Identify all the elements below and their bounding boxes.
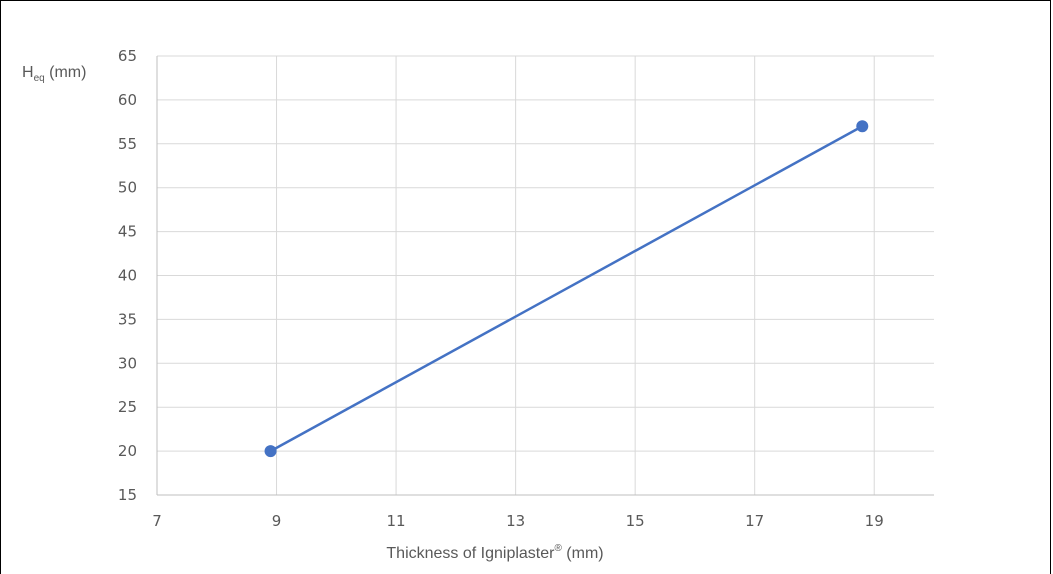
- x-tick-label: 9: [272, 512, 282, 530]
- x-tick-label: 11: [387, 512, 406, 530]
- x-tick-label: 7: [152, 512, 162, 530]
- x-tick-label: 15: [626, 512, 645, 530]
- y-axis-title: Heq (mm): [22, 64, 86, 84]
- y-tick-label: 35: [118, 310, 137, 328]
- y-tick-label: 40: [118, 267, 137, 285]
- axes: [156, 56, 934, 496]
- y-tick-label: 20: [118, 442, 137, 460]
- y-tick-label: 65: [118, 47, 137, 65]
- y-tick-label: 55: [118, 135, 137, 153]
- data-point: [856, 120, 869, 133]
- y-tick-labels: 15 20 25 30 35 40 45 50 55 60 65: [118, 47, 137, 504]
- x-tick-label: 19: [865, 512, 884, 530]
- data-point: [264, 445, 277, 458]
- series-layer: [264, 120, 869, 458]
- y-tick-label: 50: [118, 179, 137, 197]
- x-tick-label: 17: [745, 512, 764, 530]
- x-tick-label: 13: [506, 512, 525, 530]
- y-tick-label: 45: [118, 223, 137, 241]
- x-tick-labels: 7 9 11 13 15 17 19: [152, 512, 884, 530]
- y-tick-label: 25: [118, 398, 137, 416]
- x-axis-title: Thickness of Igniplaster® (mm): [386, 543, 603, 562]
- y-tick-label: 30: [118, 354, 137, 372]
- y-tick-label: 15: [118, 486, 137, 504]
- gridlines: [157, 55, 934, 495]
- series-line: [269, 125, 863, 453]
- y-tick-label: 60: [118, 91, 137, 109]
